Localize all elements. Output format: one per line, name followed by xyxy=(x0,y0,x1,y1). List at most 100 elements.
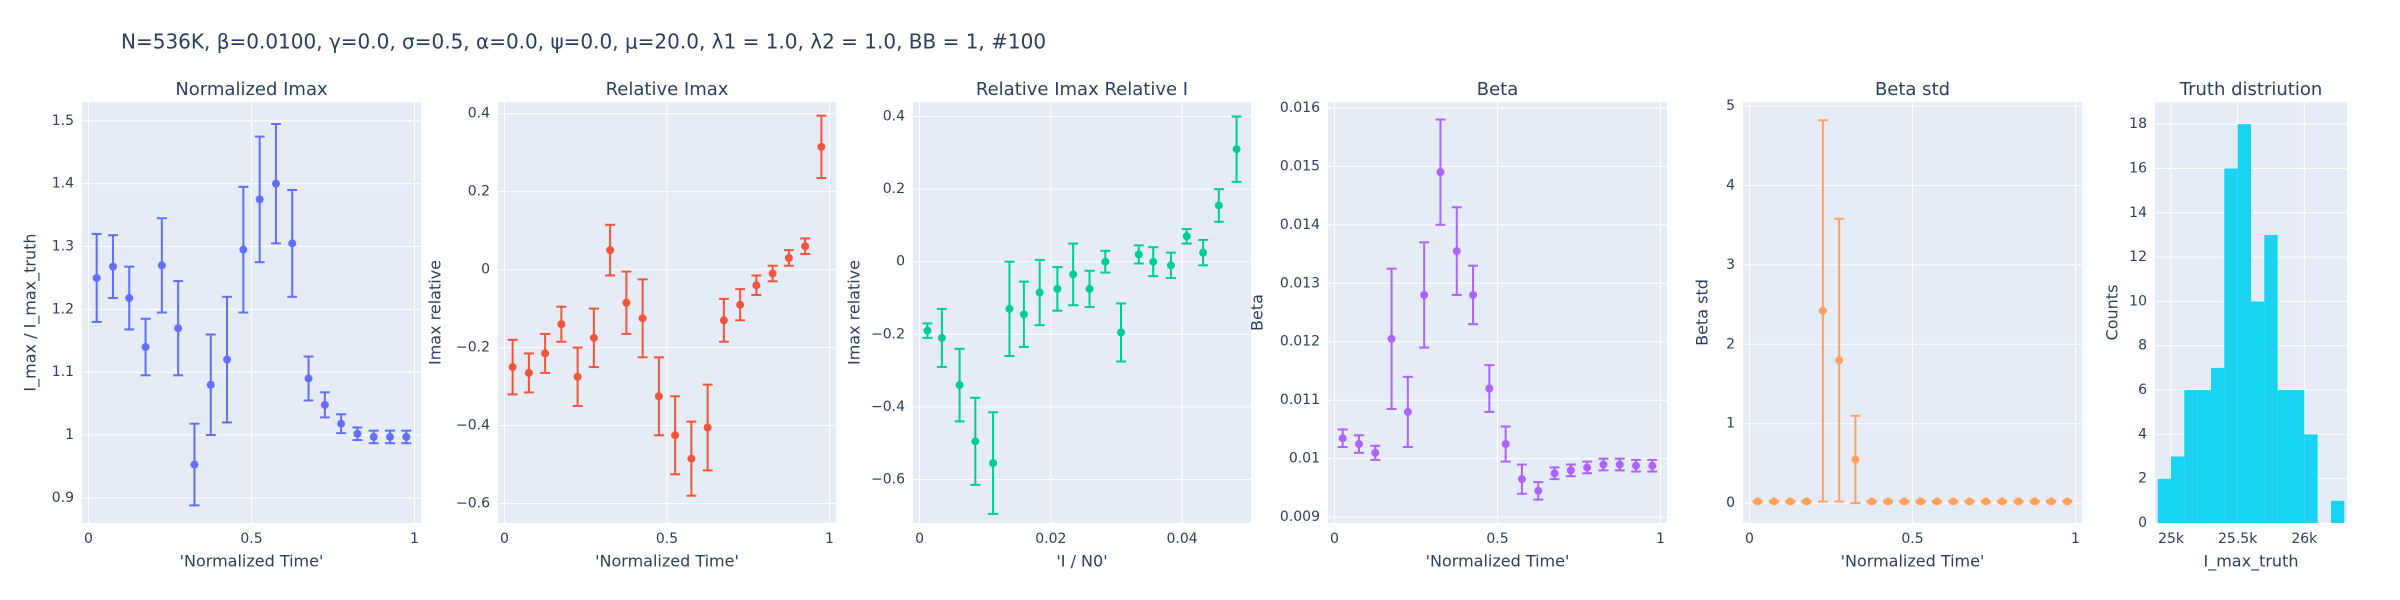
point xyxy=(369,432,378,441)
y-tick-label: 0.012 xyxy=(1280,334,1320,350)
x-tick-label: 0 xyxy=(84,531,93,547)
y-axis-title: Imax relative xyxy=(426,260,445,365)
point xyxy=(1998,497,2007,506)
y-tick-label: −0.2 xyxy=(456,340,490,356)
point xyxy=(768,269,777,278)
point xyxy=(190,460,199,469)
x-tick-label: 26k xyxy=(2291,531,2318,547)
point xyxy=(1134,250,1143,259)
y-tick-label: 0.2 xyxy=(468,184,490,200)
point xyxy=(1469,290,1478,299)
point xyxy=(1900,497,1909,506)
point xyxy=(923,326,932,335)
subplot-title: Truth distriution xyxy=(2179,79,2323,100)
y-tick-label: −0.6 xyxy=(456,496,490,512)
point xyxy=(2014,497,2023,506)
point xyxy=(1485,384,1494,393)
y-tick-label: 0.016 xyxy=(1280,100,1320,116)
y-tick-label: 10 xyxy=(2129,293,2147,309)
x-tick-label: 0.04 xyxy=(1167,531,1198,547)
point xyxy=(353,429,362,438)
x-tick-label: 0.5 xyxy=(1901,531,1923,547)
y-tick-label: 2 xyxy=(2138,471,2147,487)
point xyxy=(1583,463,1592,472)
point xyxy=(1802,497,1811,506)
point xyxy=(817,142,826,151)
y-tick-label: 12 xyxy=(2129,249,2147,265)
y-axis-title: Imax relative xyxy=(845,260,864,365)
x-tick-label: 0.02 xyxy=(1035,531,1066,547)
point xyxy=(1818,306,1827,315)
point xyxy=(671,431,680,440)
point xyxy=(1214,201,1223,210)
bar xyxy=(2304,434,2318,523)
point xyxy=(1566,466,1575,475)
point xyxy=(971,437,980,446)
y-tick-label: 0.013 xyxy=(1280,275,1320,291)
point xyxy=(955,381,964,390)
x-axis-title: 'Normalized Time' xyxy=(180,552,324,571)
y-tick-label: 0.2 xyxy=(883,181,905,197)
point xyxy=(654,392,663,401)
x-tick-label: 25.5k xyxy=(2218,531,2258,547)
point xyxy=(1085,284,1094,293)
point xyxy=(719,316,728,325)
y-tick-label: 1.3 xyxy=(52,239,74,255)
point xyxy=(1534,486,1543,495)
y-tick-label: 1 xyxy=(65,427,74,443)
bar xyxy=(2264,234,2278,523)
point xyxy=(1753,497,1762,506)
point xyxy=(1786,497,1795,506)
point xyxy=(1338,434,1347,443)
bar xyxy=(2224,168,2238,523)
y-tick-label: 0.01 xyxy=(1289,451,1320,467)
point xyxy=(1835,356,1844,365)
point xyxy=(1403,407,1412,416)
point xyxy=(1632,461,1641,470)
point xyxy=(174,324,183,333)
subplot-title: Beta std xyxy=(1875,79,1950,100)
x-tick-label: 0 xyxy=(1330,531,1339,547)
y-tick-label: −0.6 xyxy=(871,471,905,487)
plot-area xyxy=(913,102,1251,523)
x-axis-title: I_max_truth xyxy=(2204,552,2299,572)
y-tick-label: 0.009 xyxy=(1280,509,1320,525)
point xyxy=(125,294,134,303)
y-tick-label: 18 xyxy=(2129,116,2147,132)
y-tick-label: 1.4 xyxy=(52,176,74,192)
y-tick-label: 0.014 xyxy=(1280,217,1320,233)
point xyxy=(1035,288,1044,297)
point xyxy=(1232,145,1241,154)
y-tick-label: 0 xyxy=(1726,495,1735,511)
point xyxy=(1149,257,1158,266)
y-tick-label: 3 xyxy=(1726,257,1735,273)
point xyxy=(687,454,696,463)
y-axis-title: Beta std xyxy=(1693,279,1712,346)
point xyxy=(288,239,297,248)
point xyxy=(752,281,761,290)
point xyxy=(1053,284,1062,293)
point xyxy=(1182,232,1191,241)
point xyxy=(1387,334,1396,343)
y-tick-label: −0.4 xyxy=(456,418,490,434)
point xyxy=(2047,497,2056,506)
bar xyxy=(2277,390,2291,523)
point xyxy=(337,419,346,428)
y-tick-label: 2 xyxy=(1726,336,1735,352)
point xyxy=(157,261,166,270)
point xyxy=(1436,168,1445,177)
point xyxy=(589,333,598,342)
point xyxy=(1932,497,1941,506)
point xyxy=(386,432,395,441)
point xyxy=(1851,455,1860,464)
y-tick-label: 0.9 xyxy=(52,490,74,506)
x-axis-title: 'Normalized Time' xyxy=(1841,552,1985,571)
bar xyxy=(2251,301,2265,523)
point xyxy=(606,246,615,255)
point xyxy=(304,374,313,383)
point xyxy=(622,298,631,307)
point xyxy=(557,320,566,329)
x-tick-label: 0.5 xyxy=(1486,531,1508,547)
bar xyxy=(2197,390,2211,523)
bar xyxy=(2291,390,2305,523)
